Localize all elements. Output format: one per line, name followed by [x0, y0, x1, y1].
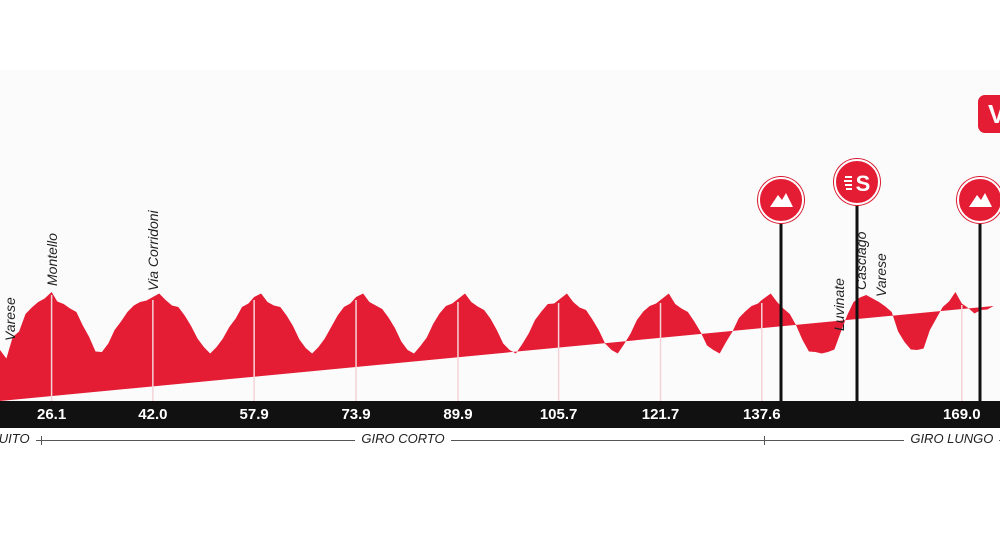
place-name-label: Varese [872, 253, 889, 297]
climb-marker [957, 177, 1000, 223]
section-label: GIRO CORTO [355, 431, 451, 447]
elevation-area [0, 292, 994, 401]
place-name-label: Luvinate [830, 277, 847, 331]
place-name-label: Varese [1, 297, 18, 341]
section-divider [764, 436, 766, 445]
climb-marker [757, 177, 804, 223]
mountain-icon [969, 193, 993, 207]
km-tick-label: 73.9 [341, 406, 371, 423]
sprint-icon: S [843, 171, 870, 196]
km-tick-label: 89.9 [443, 406, 473, 423]
place-name-label: Montello [43, 233, 60, 286]
marker-stem [855, 202, 859, 401]
sprint-marker: S [833, 159, 880, 205]
sprint-label: S [855, 171, 870, 196]
km-tick-label: 169.0 [943, 406, 981, 423]
marker-stem [978, 220, 982, 401]
section-label: CUITO [0, 431, 36, 447]
mountain-icon [769, 193, 793, 207]
km-tick-label: 105.7 [539, 406, 578, 423]
section-divider [41, 436, 43, 445]
km-tick-label: 26.1 [36, 406, 67, 423]
place-name-label: Via Corridoni [144, 210, 161, 291]
marker-stem [779, 220, 783, 401]
km-tick-label: 121.7 [641, 406, 680, 423]
km-tick-label: 137.6 [743, 406, 781, 423]
section-line [764, 440, 1000, 441]
distance-bar [0, 401, 1000, 428]
finish-badge: V [978, 95, 1000, 133]
km-tick-label: 42.0 [138, 406, 168, 423]
km-tick-label: 57.9 [239, 406, 269, 423]
section-label: GIRO LUNGO [904, 431, 1000, 447]
